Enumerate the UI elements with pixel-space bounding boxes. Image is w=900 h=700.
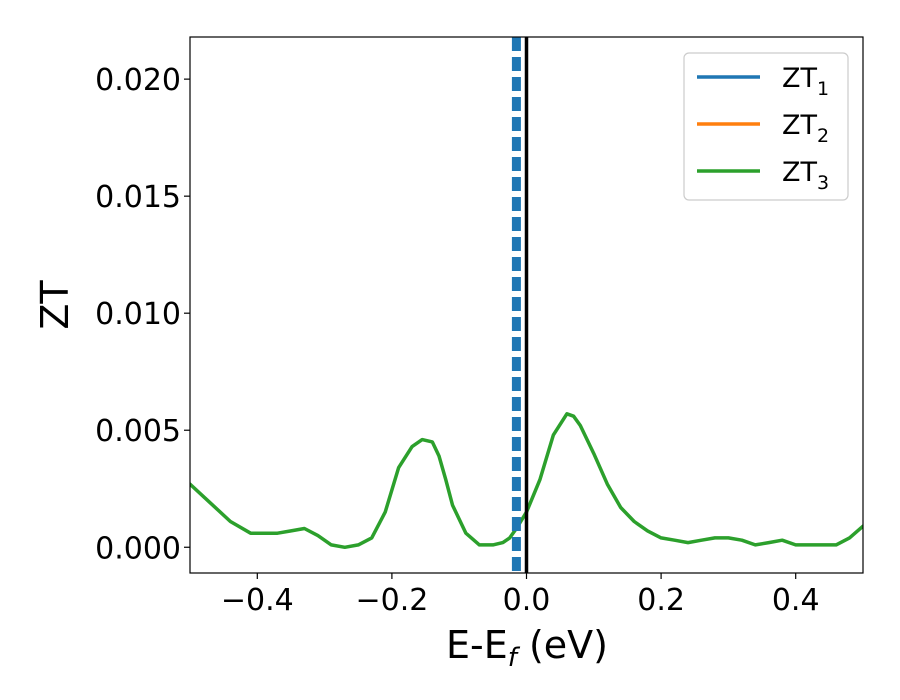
y-tick-label: 0.000 — [95, 531, 181, 566]
x-tick-label: 0.2 — [637, 583, 685, 618]
y-tick-label: 0.010 — [95, 297, 181, 332]
y-axis-label: ZT — [33, 280, 77, 330]
y-tick-label: 0.020 — [95, 63, 181, 98]
vertical-lines — [511, 37, 529, 573]
legend-box — [683, 52, 849, 201]
series-line-3 — [190, 412, 863, 550]
legend-label-3: ZT3 — [782, 157, 829, 194]
legend-label-1: ZT1 — [782, 63, 829, 100]
x-tick-label: −0.4 — [221, 583, 294, 618]
x-tick-label: −0.2 — [355, 583, 428, 618]
legend: ZT1 ZT2 ZT3 — [683, 52, 849, 201]
y-tick-label: 0.005 — [95, 414, 181, 449]
x-tick-label: 0.4 — [772, 583, 820, 618]
series-layer — [190, 412, 863, 550]
legend-label-2: ZT2 — [782, 110, 829, 147]
x-tick-label: 0.0 — [503, 583, 551, 618]
x-axis-label: E-Ef (eV) — [446, 623, 608, 673]
x-axis-ticks: −0.4 −0.2 0.0 0.2 0.4 — [221, 573, 820, 618]
y-axis-ticks: 0.000 0.005 0.010 0.015 0.020 — [95, 63, 190, 566]
y-tick-label: 0.015 — [95, 180, 181, 215]
